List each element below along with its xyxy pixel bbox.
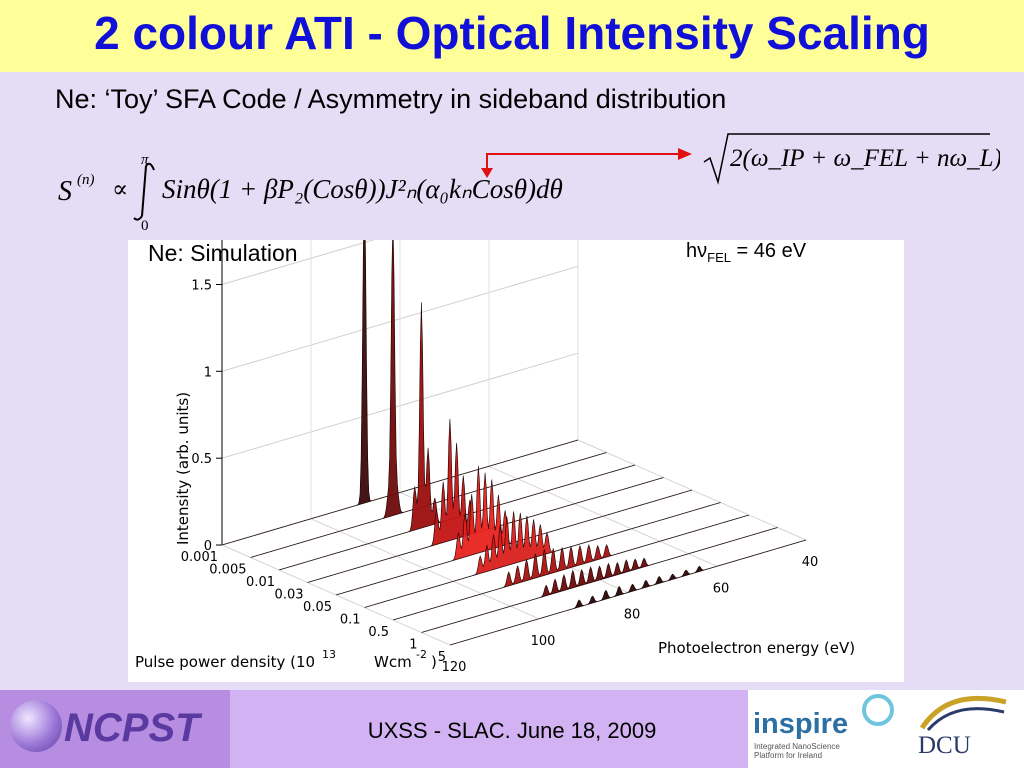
z-tick-label: 1 bbox=[204, 365, 212, 380]
y-axis-title-unit-exp: -2 bbox=[416, 648, 427, 661]
dcu-logo: DCU bbox=[918, 732, 971, 759]
x-tick-label: 60 bbox=[713, 581, 730, 596]
series-ridge bbox=[364, 502, 721, 608]
y-tick-label: 0.03 bbox=[275, 588, 304, 603]
energy-expression: 2(ω_IP + ω_FEL + nω_L) bbox=[703, 133, 1000, 185]
y-tick-label: 0.005 bbox=[209, 563, 246, 578]
eq-proportional: ∝ bbox=[112, 175, 128, 203]
x-tick-label: 40 bbox=[802, 555, 819, 570]
connector-arrow bbox=[481, 148, 692, 178]
eq-lhs: S bbox=[58, 176, 72, 207]
fel-subscript: FEL bbox=[707, 250, 731, 265]
inspire-tagline: Integrated NanoScience Platform for Irela… bbox=[754, 742, 840, 760]
slide-subtitle: Ne: ‘Toy’ SFA Code / Asymmetry in sideba… bbox=[55, 84, 727, 114]
fel-h-nu: hν bbox=[686, 240, 708, 262]
eq-lhs-sup: (n) bbox=[77, 172, 95, 188]
x-tick-label: 100 bbox=[531, 634, 556, 649]
series-ridge bbox=[449, 539, 807, 646]
footer-text: UXSS - SLAC. June 18, 2009 bbox=[367, 718, 657, 743]
globe-icon bbox=[10, 700, 62, 752]
y-axis-title-end: ) bbox=[431, 653, 437, 671]
y-tick-label: 0.1 bbox=[340, 613, 361, 628]
inspire-ring-icon bbox=[862, 694, 894, 726]
z-tick-label: 0 bbox=[204, 539, 212, 554]
y-tick-label: 0.001 bbox=[181, 550, 218, 565]
y-axis-title-unit: Wcm bbox=[374, 653, 412, 671]
y-tick-label: 0.5 bbox=[368, 625, 389, 640]
eq-int-lower: 0 bbox=[141, 218, 149, 232]
slide-title: 2 colour ATI - Optical Intensity Scaling bbox=[94, 7, 930, 59]
sqrt-sign bbox=[703, 133, 990, 185]
y-tick-label: 1 bbox=[409, 638, 417, 653]
y-axis-title-exp: 13 bbox=[322, 648, 336, 661]
dcu-swoosh-icon bbox=[919, 695, 1007, 731]
title-bar bbox=[0, 0, 1024, 72]
z-tick-label: 0.5 bbox=[191, 452, 212, 467]
main-equation: S (n) ∝ π 0 Sinθ(1 + βP₂(Cosθ))J²ₙ(α₀kₙC… bbox=[58, 152, 563, 232]
simulation-label: Ne: Simulation bbox=[148, 240, 298, 266]
y-tick-label: 0.05 bbox=[303, 600, 332, 615]
ncpst-logo: NCPST bbox=[64, 706, 200, 750]
y-tick-label: 5 bbox=[438, 650, 446, 665]
x-tick-label: 80 bbox=[624, 608, 641, 623]
z-axis-title: Intensity (arb. units) bbox=[174, 392, 192, 545]
inspire-logo: inspire bbox=[753, 708, 849, 740]
series-ridge bbox=[392, 514, 750, 621]
eq-int-upper: π bbox=[141, 152, 149, 168]
y-tick-label: 0.01 bbox=[246, 575, 275, 590]
series-ridge bbox=[221, 240, 579, 546]
z-tick-label: 1.5 bbox=[191, 279, 212, 294]
inspire-tagline-1: Integrated NanoScience bbox=[754, 742, 840, 751]
integral-sign bbox=[133, 162, 155, 221]
inspire-tagline-2: Platform for Ireland bbox=[754, 751, 823, 760]
y-axis-title: Pulse power density (10 bbox=[135, 653, 315, 671]
eq-body: Sinθ(1 + βP₂(Cosθ))J²ₙ(α₀kₙCosθ)dθ bbox=[162, 174, 563, 204]
x-tick-label: 120 bbox=[442, 660, 467, 675]
x-axis-title: Photoelectron energy (eV) bbox=[658, 639, 855, 657]
eq-box-expr: 2(ω_IP + ω_FEL + nω_L) bbox=[730, 145, 1000, 172]
series-ridge bbox=[421, 527, 778, 633]
back-wall-gridline bbox=[221, 240, 375, 285]
fel-value: = 46 eV bbox=[730, 240, 807, 262]
fel-energy-label: hνFEL = 46 eV bbox=[686, 240, 806, 265]
